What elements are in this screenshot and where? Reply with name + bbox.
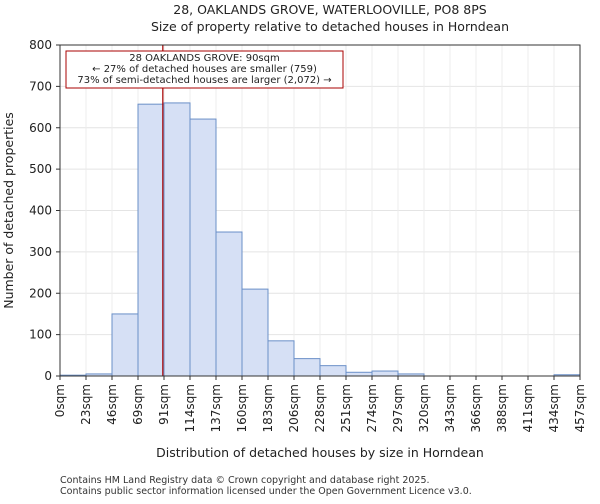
marker-annotation: 28 OAKLANDS GROVE: 90sqm ← 27% of detach… <box>65 50 344 89</box>
y-tick-label: 500 <box>29 162 52 176</box>
y-tick-label: 600 <box>29 121 52 135</box>
y-tick-label: 100 <box>29 328 52 342</box>
x-tick-label: 114sqm <box>183 384 197 432</box>
y-tick-label: 800 <box>29 38 52 52</box>
x-tick-label: 228sqm <box>313 384 327 432</box>
x-tick-label: 206sqm <box>287 384 301 432</box>
bar-114sqm <box>189 118 217 377</box>
x-axis-ticks: 0sqm 23sqm 46sqm 69sqm 91sqm 114sqm 137sqm 160s… <box>53 376 587 432</box>
y-axis-ticks: 0 100 200 300 400 500 600 700 800 <box>29 38 60 383</box>
bar-228sqm <box>319 365 347 377</box>
bars <box>59 102 581 377</box>
bar-251sqm <box>345 371 373 377</box>
x-tick-label: 160sqm <box>235 384 249 432</box>
bar-206sqm <box>293 358 321 377</box>
x-tick-label: 434sqm <box>547 384 561 432</box>
annotation-line-3: 73% of semi-detached houses are larger (… <box>77 75 331 86</box>
bar-160sqm <box>241 288 269 377</box>
x-tick-label: 274sqm <box>365 384 379 432</box>
bar-69sqm <box>137 103 165 377</box>
x-tick-label: 297sqm <box>391 384 405 432</box>
y-tick-label: 400 <box>29 204 52 218</box>
annotation-box <box>65 50 344 89</box>
annotation-line-2: ← 27% of detached houses are smaller (75… <box>92 64 317 75</box>
x-tick-label: 343sqm <box>443 384 457 432</box>
x-tick-label: 69sqm <box>131 384 145 425</box>
y-tick-label: 300 <box>29 245 52 259</box>
x-tick-label: 183sqm <box>261 384 275 432</box>
bar-46sqm <box>111 313 139 377</box>
chart-title: 28, OAKLANDS GROVE, WATERLOOVILLE, PO8 8… <box>173 2 487 17</box>
x-tick-label: 320sqm <box>417 384 431 432</box>
x-tick-label: 137sqm <box>209 384 223 432</box>
y-tick-label: 700 <box>29 79 52 93</box>
x-axis-label: Distribution of detached houses by size … <box>156 445 484 460</box>
chart-subtitle: Size of property relative to detached ho… <box>151 19 509 34</box>
x-tick-label: 0sqm <box>53 384 67 417</box>
x-tick-label: 366sqm <box>469 384 483 432</box>
annotation-line-1: 28 OAKLANDS GROVE: 90sqm <box>129 53 279 64</box>
y-tick-label: 200 <box>29 286 52 300</box>
x-tick-label: 388sqm <box>495 384 509 432</box>
x-tick-label: 23sqm <box>79 384 93 425</box>
bar-274sqm <box>371 370 399 377</box>
bar-137sqm <box>215 231 243 377</box>
x-tick-label: 411sqm <box>521 384 535 432</box>
y-axis-label: Number of detached properties <box>1 112 16 309</box>
x-tick-label: 46sqm <box>105 384 119 425</box>
bar-91sqm <box>163 102 191 377</box>
x-tick-label: 251sqm <box>339 384 353 432</box>
x-tick-label: 91sqm <box>157 384 171 425</box>
footer-line-2: Contains public sector information licen… <box>60 486 472 497</box>
footer-line-1: Contains HM Land Registry data © Crown c… <box>60 475 430 486</box>
y-tick-label: 0 <box>44 369 52 383</box>
x-tick-label: 457sqm <box>573 384 587 432</box>
bar-183sqm <box>267 340 295 377</box>
